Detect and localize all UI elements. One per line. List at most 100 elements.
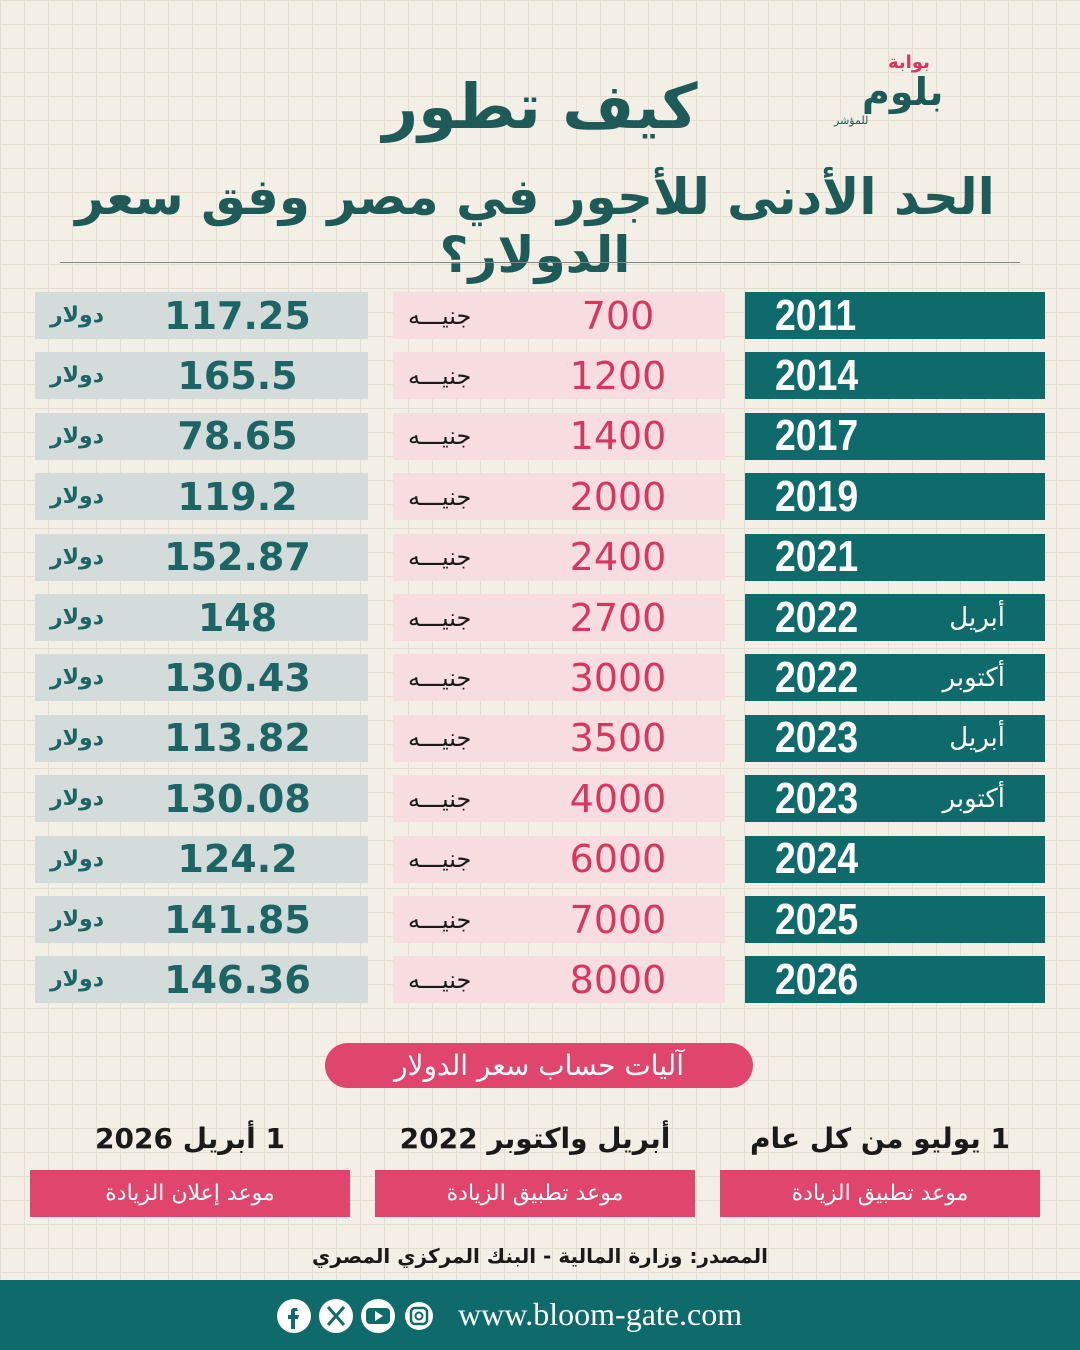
usd-unit: دولار xyxy=(50,423,105,449)
usd-value: 78.65 xyxy=(177,414,298,459)
year-cell: 2021 xyxy=(745,532,1045,581)
egp-unit: جنيـــه xyxy=(408,663,472,692)
note-label: موعد إعلان الزيادة xyxy=(30,1170,350,1217)
egp-value: 3500 xyxy=(569,716,667,761)
egp-unit: جنيـــه xyxy=(408,845,472,874)
year: 2014 xyxy=(775,350,859,400)
usd-cell: 152.87 دولار xyxy=(35,533,368,581)
year-cell: 2023 أكتوبر xyxy=(745,773,1045,823)
subtitle: الحد الأدنى للأجور في مصر وفق سعر الدولا… xyxy=(75,168,995,284)
usd-value: 146.36 xyxy=(164,957,311,1002)
year-cell: 2025 xyxy=(745,894,1045,944)
usd-unit: دولار xyxy=(50,846,105,872)
usd-value: 148 xyxy=(197,595,278,640)
usd-unit: دولار xyxy=(50,967,105,993)
egp-cell: 3000 جنيـــه xyxy=(393,654,725,702)
egp-cell: 2000 جنيـــه xyxy=(393,473,725,521)
egp-cell: 1200 جنيـــه xyxy=(393,352,725,400)
egp-value: 2000 xyxy=(569,474,667,519)
egp-unit: جنيـــه xyxy=(408,905,472,934)
year: 2022 xyxy=(775,592,859,642)
egp-value: 6000 xyxy=(569,837,667,882)
year: 2025 xyxy=(775,894,859,944)
year-cell: 2017 xyxy=(745,411,1045,460)
egp-value: 1400 xyxy=(569,414,667,459)
footer xyxy=(0,1280,1080,1350)
usd-cell: 146.36 دولار xyxy=(35,956,368,1004)
year: 2011 xyxy=(775,290,857,340)
month: أكتوبر xyxy=(942,662,1005,693)
usd-cell: 165.5 دولار xyxy=(35,352,368,400)
egp-unit: جنيـــه xyxy=(408,361,472,390)
egp-value: 7000 xyxy=(569,897,667,942)
usd-value: 117.25 xyxy=(164,293,311,338)
usd-unit: دولار xyxy=(50,605,105,630)
usd-value: 130.43 xyxy=(164,655,311,700)
note-date: أبريل واكتوبر 2022 xyxy=(399,1122,671,1155)
month: أبريل xyxy=(949,602,1005,633)
usd-cell: 141.85 دولار xyxy=(35,896,368,943)
egp-value: 2700 xyxy=(569,595,667,640)
egp-unit: جنيـــه xyxy=(408,543,472,572)
usd-unit: دولار xyxy=(50,363,105,389)
egp-unit: جنيـــه xyxy=(408,784,472,813)
year: 2023 xyxy=(775,773,859,823)
usd-cell: 130.08 دولار xyxy=(35,775,368,823)
divider xyxy=(60,262,1020,263)
egp-unit: جنيـــه xyxy=(408,965,472,994)
egp-cell: 8000 جنيـــه xyxy=(393,956,725,1004)
year: 2019 xyxy=(775,471,859,521)
usd-unit: دولار xyxy=(50,544,105,570)
usd-unit: دولار xyxy=(50,303,105,328)
year-cell: 2022 أكتوبر xyxy=(745,653,1045,702)
egp-value: 1200 xyxy=(569,353,667,398)
usd-value: 141.85 xyxy=(164,897,311,942)
year: 2024 xyxy=(775,834,859,884)
egp-cell: 2400 جنيـــه xyxy=(393,533,725,581)
month: أكتوبر xyxy=(942,783,1005,814)
mechanism-title: آليات حساب سعر الدولار xyxy=(325,1043,753,1088)
usd-unit: دولار xyxy=(50,786,105,812)
year-cell: 2014 xyxy=(745,350,1045,400)
year: 2023 xyxy=(775,713,859,763)
egp-value: 4000 xyxy=(569,776,667,821)
egp-cell: 700 جنيـــه xyxy=(393,292,725,339)
usd-value: 113.82 xyxy=(164,716,311,761)
website: www.bloom-gate.com xyxy=(458,1296,743,1332)
usd-value: 119.2 xyxy=(177,474,298,519)
usd-cell: 148 دولار xyxy=(35,594,368,641)
egp-unit: جنيـــه xyxy=(408,724,472,753)
year-cell: 2024 xyxy=(745,834,1045,884)
month: أبريل xyxy=(949,723,1005,754)
egp-cell: 3500 جنيـــه xyxy=(393,714,725,762)
egp-unit: جنيـــه xyxy=(408,422,472,451)
usd-cell: 117.25 دولار xyxy=(35,292,368,339)
logo-main: بلوم xyxy=(862,70,944,114)
usd-cell: 78.65 دولار xyxy=(35,412,368,460)
year-cell: 2019 xyxy=(745,471,1045,521)
egp-cell: 1400 جنيـــه xyxy=(393,412,725,460)
egp-cell: 6000 جنيـــه xyxy=(393,835,725,883)
year-cell: 2011 xyxy=(745,290,1045,340)
usd-unit: دولار xyxy=(50,484,105,510)
egp-unit: جنيـــه xyxy=(408,482,472,511)
title: كيف تطور xyxy=(382,70,698,143)
usd-cell: 119.2 دولار xyxy=(35,473,368,521)
year-cell: 2026 xyxy=(745,955,1045,1004)
source: المصدر: وزارة المالية - البنك المركزي ال… xyxy=(311,1244,768,1268)
usd-value: 165.5 xyxy=(177,353,298,398)
usd-value: 124.2 xyxy=(177,837,298,882)
egp-unit: جنيـــه xyxy=(408,603,472,632)
note-date: 1 أبريل 2026 xyxy=(95,1122,285,1155)
usd-cell: 113.82 دولار xyxy=(35,714,368,762)
usd-value: 152.87 xyxy=(164,535,311,580)
note-date: 1 يوليو من كل عام xyxy=(749,1122,1010,1155)
egp-cell: 2700 جنيـــه xyxy=(393,594,725,641)
egp-cell: 7000 جنيـــه xyxy=(393,896,725,943)
usd-unit: دولار xyxy=(50,725,105,751)
logo-sub: للمؤشر xyxy=(834,114,869,127)
usd-cell: 124.2 دولار xyxy=(35,835,368,883)
year-cell: 2023 أبريل xyxy=(745,713,1045,763)
egp-value: 700 xyxy=(581,293,655,338)
